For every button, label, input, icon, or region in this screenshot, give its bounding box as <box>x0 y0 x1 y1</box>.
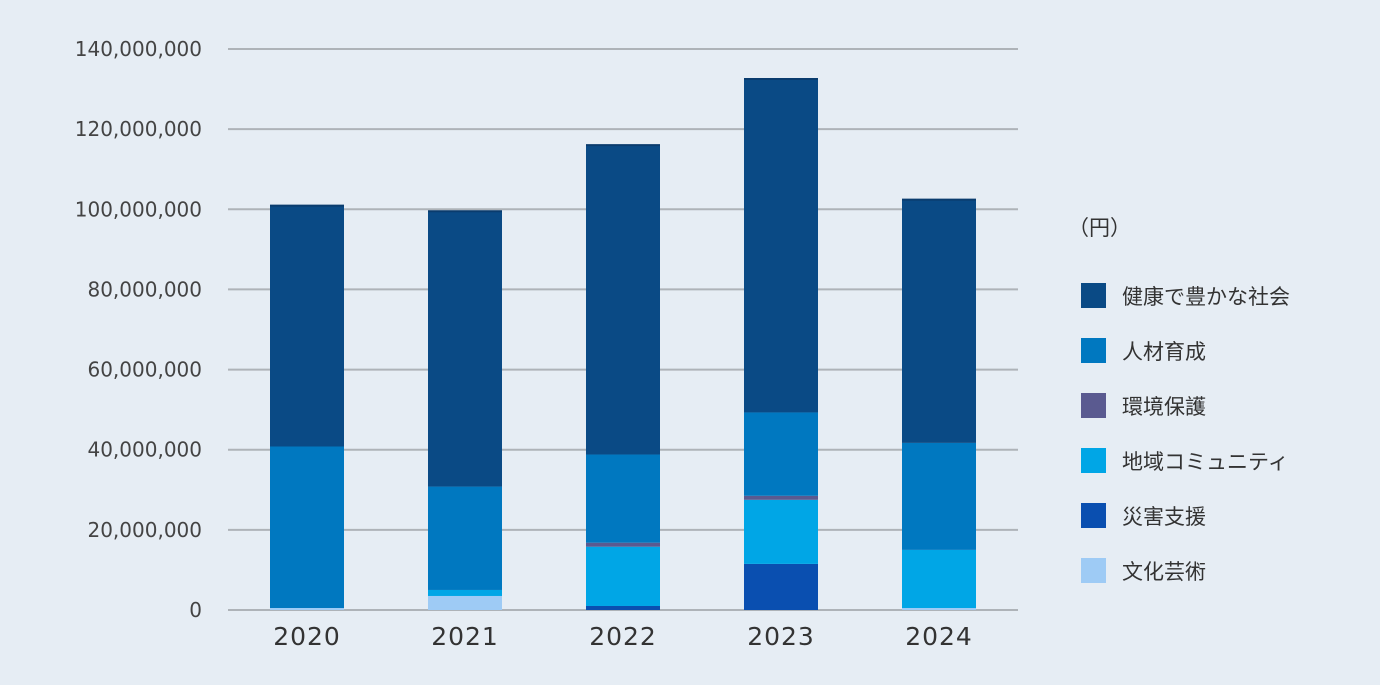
bar-stack-2024 <box>902 198 976 610</box>
x-category-label-2022: 2022 <box>589 622 657 651</box>
y-tick-label-0: 0 <box>189 598 202 622</box>
bar-segment-2023-s1 <box>744 563 818 610</box>
y-tick-label-7: 140,000,000 <box>75 37 202 61</box>
legend-item-5: 文化芸術 <box>1081 558 1206 584</box>
legend-item-3: 地域コミュニティ <box>1081 448 1289 474</box>
bar-segment-2022-s3 <box>586 542 660 547</box>
legend-item-0: 健康で豊かな社会 <box>1081 283 1290 309</box>
bar-segment-2020-s4 <box>270 446 344 608</box>
y-tick-label-3: 60,000,000 <box>87 358 202 382</box>
bar-stack-2023 <box>744 78 818 610</box>
bar-segment-2021-s2 <box>428 589 502 596</box>
bar-segment-2024-s5 <box>902 199 976 443</box>
bar-segment-2022-s5 <box>586 145 660 455</box>
y-tick-label-6: 120,000,000 <box>75 117 202 141</box>
legend-swatch-5 <box>1081 558 1106 583</box>
bar-segment-2020-s0 <box>270 607 344 610</box>
legend-label-5: 文化芸術 <box>1122 560 1206 584</box>
bar-segment-2022-s2 <box>586 546 660 606</box>
bar-stack-2020 <box>270 204 344 610</box>
legend-label-2: 環境保護 <box>1122 395 1206 419</box>
bar-layer <box>270 78 976 610</box>
bar-segment-2024-s2 <box>902 549 976 608</box>
y-axis-tick-labels: 0 20,000,000 40,000,000 60,000,000 80,000,00… <box>75 37 202 622</box>
y-tick-label-1: 20,000,000 <box>87 518 202 542</box>
legend-swatch-4 <box>1081 503 1106 528</box>
y-tick-label-4: 80,000,000 <box>87 277 202 301</box>
legend-item-1: 人材育成 <box>1081 338 1206 364</box>
legend-swatch-0 <box>1081 283 1106 308</box>
bar-segment-2021-s4 <box>428 486 502 590</box>
x-axis-category-labels: 2020 2021 2022 2023 2024 <box>273 622 973 651</box>
bar-stack-2021 <box>428 210 502 610</box>
legend-label-1: 人材育成 <box>1122 340 1206 364</box>
bar-segment-2021-s5 <box>428 211 502 487</box>
bar-segment-2021-s0 <box>428 595 502 610</box>
bar-segment-2024-s0 <box>902 607 976 610</box>
bar-segment-2024-s4 <box>902 442 976 550</box>
unit-label: （円） <box>1068 216 1131 240</box>
legend-item-4: 災害支援 <box>1081 503 1206 529</box>
legend-swatch-2 <box>1081 393 1106 418</box>
legend-swatch-3 <box>1081 448 1106 473</box>
legend-item-2: 環境保護 <box>1081 393 1206 419</box>
bar-segment-2023-s5 <box>744 79 818 413</box>
x-category-label-2023: 2023 <box>747 622 815 651</box>
bar-segment-2020-s5 <box>270 205 344 447</box>
legend-label-3: 地域コミュニティ <box>1122 450 1289 474</box>
legend-swatch-1 <box>1081 338 1106 363</box>
x-category-label-2020: 2020 <box>273 622 341 651</box>
bar-segment-2022-s1 <box>586 605 660 610</box>
x-category-label-2021: 2021 <box>431 622 499 651</box>
bar-segment-2023-s3 <box>744 495 818 500</box>
bar-segment-2023-s4 <box>744 412 818 496</box>
bar-segment-2022-s4 <box>586 454 660 543</box>
legend-label-4: 災害支援 <box>1122 505 1206 529</box>
y-tick-label-5: 100,000,000 <box>75 197 202 221</box>
y-tick-label-2: 40,000,000 <box>87 438 202 462</box>
bar-segment-2023-s2 <box>744 499 818 564</box>
legend-label-0: 健康で豊かな社会 <box>1122 285 1290 309</box>
bar-stack-2022 <box>586 144 660 610</box>
x-category-label-2024: 2024 <box>905 622 973 651</box>
